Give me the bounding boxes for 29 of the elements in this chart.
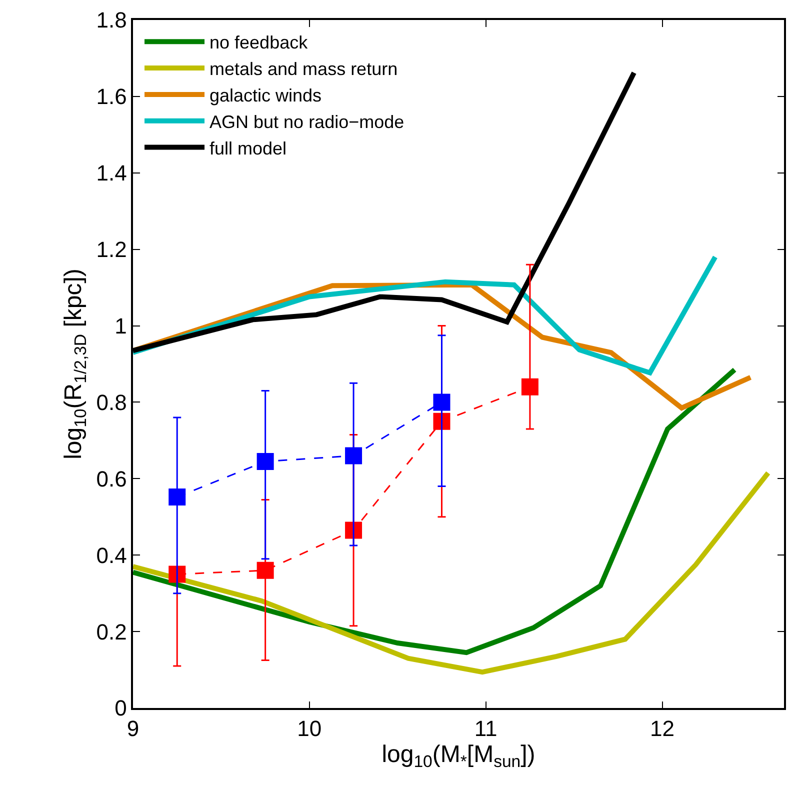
x-tick-label: 10 bbox=[297, 716, 322, 742]
point bbox=[433, 412, 450, 430]
y-tick-label: 1.6 bbox=[96, 84, 127, 110]
y-tick-label: 0 bbox=[114, 696, 127, 721]
y-tick-label: 0.8 bbox=[96, 390, 127, 415]
y-tick-label: 0.2 bbox=[96, 619, 127, 644]
legend-label: full model bbox=[210, 138, 287, 158]
point bbox=[433, 394, 450, 411]
legend-label: metals and mass return bbox=[210, 59, 398, 80]
x-tick-label: 9 bbox=[126, 716, 140, 742]
x-tick-label: 12 bbox=[650, 716, 675, 742]
point bbox=[521, 378, 538, 396]
legend-label: AGN but no radio−mode bbox=[210, 112, 404, 132]
point bbox=[256, 562, 274, 579]
point bbox=[256, 452, 274, 470]
y-tick-label: 1 bbox=[114, 313, 127, 338]
y-tick-label: 1.8 bbox=[96, 8, 127, 33]
point bbox=[345, 522, 362, 539]
x-tick-label: 11 bbox=[474, 716, 498, 742]
y-tick-label: 1.2 bbox=[96, 237, 127, 262]
y-tick-label: 0.4 bbox=[96, 542, 127, 568]
point bbox=[168, 488, 186, 506]
y-tick-label: 1.4 bbox=[96, 160, 127, 186]
legend-label: galactic winds bbox=[210, 85, 322, 106]
x-axis-title: log$_{10}$(M$_{*}$[M$_{sun}$]) bbox=[382, 741, 536, 772]
y-tick-label: 0.6 bbox=[96, 466, 127, 492]
point bbox=[168, 566, 186, 583]
legend-label: no feedback bbox=[210, 32, 309, 53]
point bbox=[345, 447, 362, 464]
